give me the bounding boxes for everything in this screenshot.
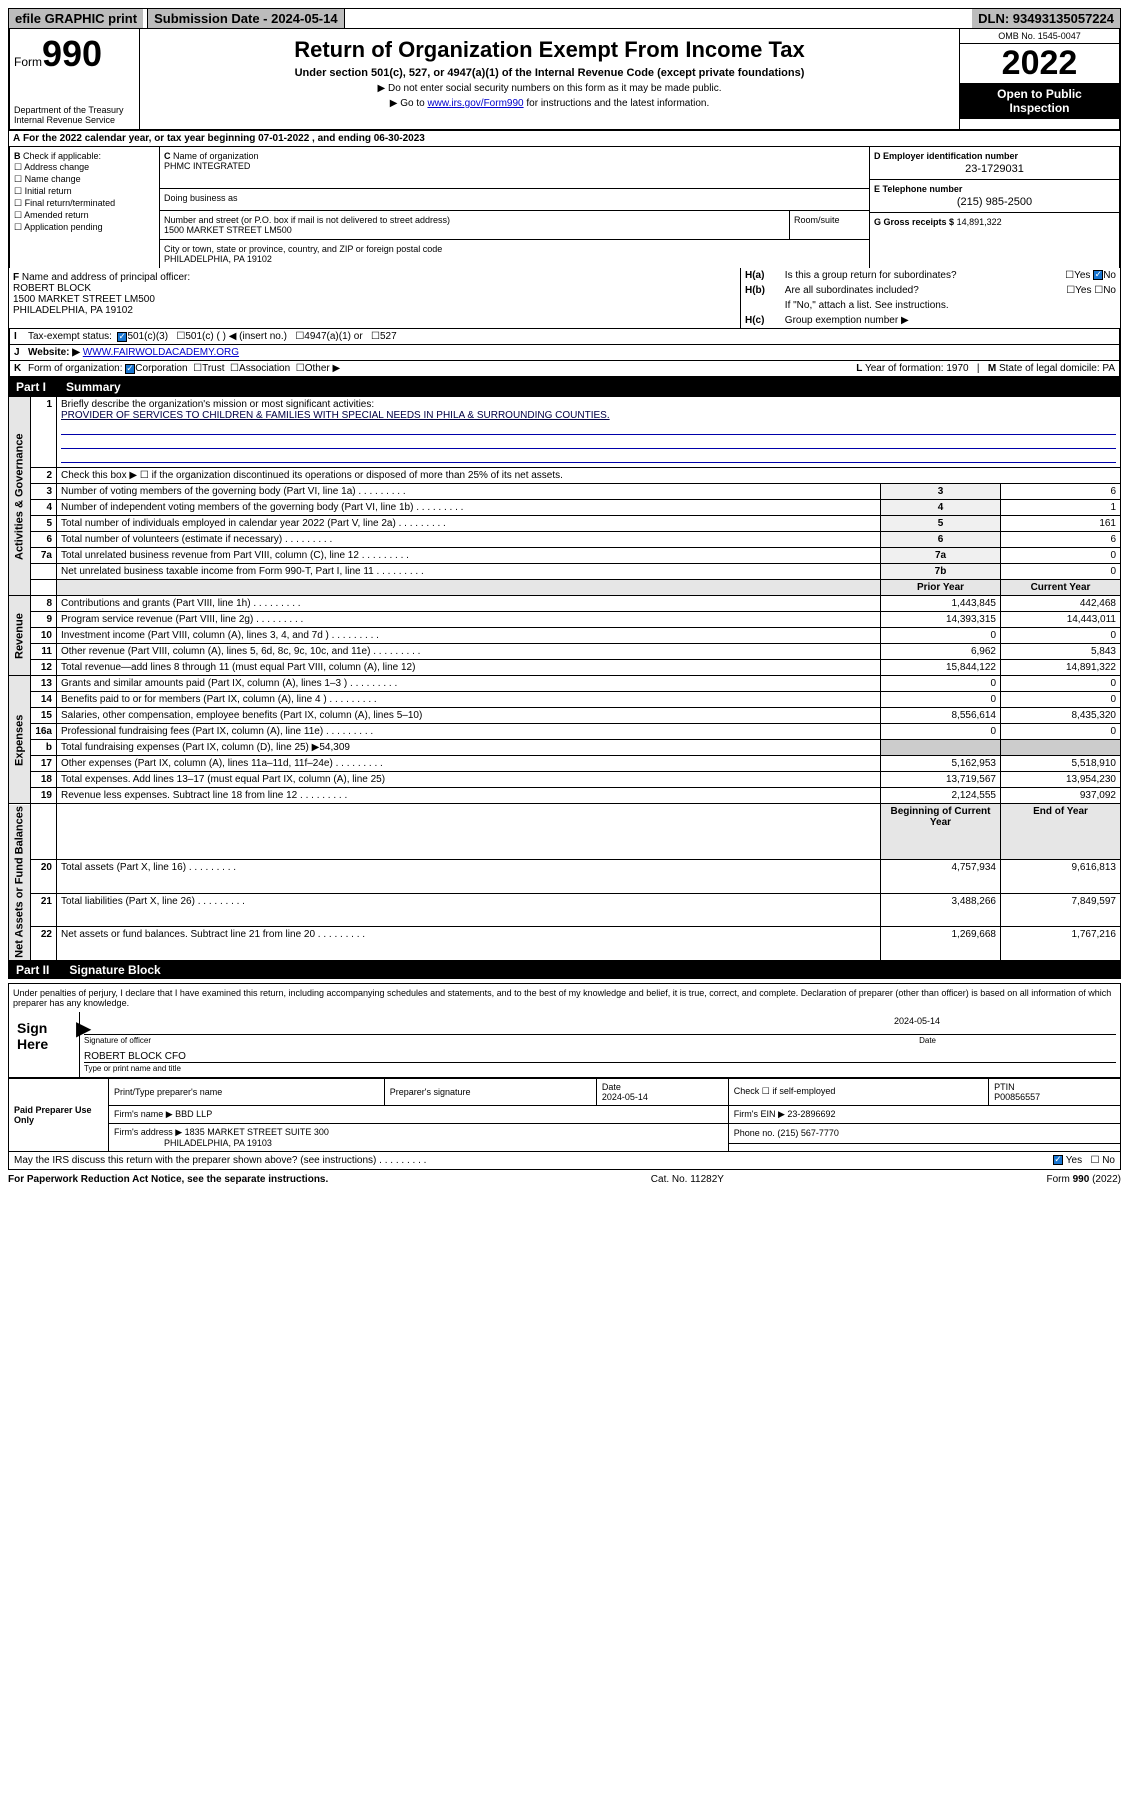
header-right: OMB No. 1545-0047 2022 Open to Public In… bbox=[959, 29, 1119, 129]
v4: 1 bbox=[1001, 500, 1121, 516]
box-f: F Name and address of principal officer:… bbox=[9, 268, 740, 328]
side-expenses: Expenses bbox=[9, 676, 31, 804]
footer: For Paperwork Reduction Act Notice, see … bbox=[8, 1174, 1121, 1185]
box-c: C Name of organization PHMC INTEGRATED D… bbox=[160, 147, 869, 268]
irs-link[interactable]: www.irs.gov/Form990 bbox=[427, 98, 523, 109]
line-a: A For the 2022 calendar year, or tax yea… bbox=[8, 131, 1121, 147]
note-ssn: ▶ Do not enter social security numbers o… bbox=[146, 83, 953, 94]
line-klm: K Form of organization: Corporation ☐ Tr… bbox=[8, 361, 1121, 378]
ein-value: 23-1729031 bbox=[874, 163, 1115, 175]
fgh-block: F Name and address of principal officer:… bbox=[8, 268, 1121, 329]
gross-receipts: 14,891,322 bbox=[957, 217, 1002, 227]
box-b: B Check if applicable: ☐ Address change … bbox=[10, 147, 160, 268]
side-revenue: Revenue bbox=[9, 596, 31, 676]
sign-here-label: Sign Here bbox=[9, 1012, 79, 1077]
box-d-e-g: D Employer identification number 23-1729… bbox=[869, 147, 1119, 268]
v7a: 0 bbox=[1001, 548, 1121, 564]
efile-label[interactable]: efile GRAPHIC print bbox=[9, 9, 143, 28]
chk-name[interactable]: ☐ Name change bbox=[14, 174, 155, 185]
box-h: H(a)Is this a group return for subordina… bbox=[740, 268, 1120, 328]
firm-name: BBD LLP bbox=[175, 1109, 212, 1119]
tax-year: 2022 bbox=[960, 44, 1119, 83]
form-header: Form990 Department of the Treasury Inter… bbox=[8, 29, 1121, 131]
cat-no: Cat. No. 11282Y bbox=[651, 1174, 724, 1185]
form-subtitle: Under section 501(c), 527, or 4947(a)(1)… bbox=[146, 67, 953, 79]
omb-number: OMB No. 1545-0047 bbox=[960, 29, 1119, 44]
form-word: Form bbox=[14, 55, 42, 69]
firm-ein: 23-2896692 bbox=[787, 1109, 835, 1119]
ptin: P00856557 bbox=[994, 1092, 1040, 1102]
declaration-text: Under penalties of perjury, I declare th… bbox=[9, 984, 1120, 1012]
header-left: Form990 Department of the Treasury Inter… bbox=[10, 29, 140, 129]
chk-initial[interactable]: ☐ Initial return bbox=[14, 186, 155, 197]
paid-preparer-label: Paid Preparer Use Only bbox=[9, 1078, 109, 1151]
chk-address[interactable]: ☐ Address change bbox=[14, 162, 155, 173]
officer-name-title: ROBERT BLOCK CFO bbox=[84, 1051, 1116, 1062]
form-footer: Form 990 (2022) bbox=[1047, 1174, 1121, 1185]
chk-amended[interactable]: ☐ Amended return bbox=[14, 210, 155, 221]
irs-label: Internal Revenue Service bbox=[14, 115, 135, 125]
header-mid: Return of Organization Exempt From Incom… bbox=[140, 29, 959, 129]
v3: 6 bbox=[1001, 484, 1121, 500]
part-1-header: Part ISummary bbox=[8, 378, 1121, 396]
mission-text: PROVIDER OF SERVICES TO CHILDREN & FAMIL… bbox=[61, 410, 610, 421]
room-suite: Room/suite bbox=[789, 211, 869, 240]
v6: 6 bbox=[1001, 532, 1121, 548]
side-net-assets: Net Assets or Fund Balances bbox=[9, 804, 31, 961]
submission-date: Submission Date - 2024-05-14 bbox=[147, 9, 345, 28]
corp-checkbox[interactable] bbox=[125, 364, 135, 374]
chk-final[interactable]: ☐ Final return/terminated bbox=[14, 198, 155, 209]
state-domicile: PA bbox=[1102, 363, 1115, 374]
open-public: Open to Public Inspection bbox=[960, 83, 1119, 119]
side-governance: Activities & Governance bbox=[9, 397, 31, 596]
dept-treasury: Department of the Treasury bbox=[14, 105, 135, 115]
signature-block: Under penalties of perjury, I declare th… bbox=[8, 983, 1121, 1078]
officer-name: ROBERT BLOCK bbox=[13, 283, 91, 294]
line-i: I Tax-exempt status: 501(c)(3) ☐ 501(c) … bbox=[8, 329, 1121, 345]
discuss-row: May the IRS discuss this return with the… bbox=[8, 1152, 1121, 1170]
line-j: J Website: ▶ WWW.FAIRWOLDACADEMY.ORG bbox=[8, 345, 1121, 361]
501c3-checkbox[interactable] bbox=[117, 332, 127, 342]
pra-notice: For Paperwork Reduction Act Notice, see … bbox=[8, 1174, 328, 1185]
website-link[interactable]: WWW.FAIRWOLDACADEMY.ORG bbox=[83, 347, 239, 358]
chk-pending[interactable]: ☐ Application pending bbox=[14, 222, 155, 233]
phone-value: (215) 985-2500 bbox=[874, 196, 1115, 208]
v5: 161 bbox=[1001, 516, 1121, 532]
form-title: Return of Organization Exempt From Incom… bbox=[146, 37, 953, 63]
preparer-table: Paid Preparer Use Only Print/Type prepar… bbox=[8, 1078, 1121, 1152]
year-formation: 1970 bbox=[946, 363, 968, 374]
form-number: 990 bbox=[42, 33, 102, 74]
org-name: PHMC INTEGRATED bbox=[164, 161, 250, 171]
v7b: 0 bbox=[1001, 564, 1121, 580]
dln: DLN: 93493135057224 bbox=[972, 9, 1120, 28]
note-link: ▶ Go to www.irs.gov/Form990 for instruct… bbox=[146, 98, 953, 109]
sign-arrow-icon: ▶ bbox=[76, 1016, 91, 1041]
city-state-zip: PHILADELPHIA, PA 19102 bbox=[164, 254, 272, 264]
top-bar: efile GRAPHIC print Submission Date - 20… bbox=[8, 8, 1121, 29]
street-address: 1500 MARKET STREET LM500 bbox=[164, 225, 292, 235]
preparer-phone: (215) 567-7770 bbox=[777, 1128, 839, 1138]
entity-block: B Check if applicable: ☐ Address change … bbox=[8, 147, 1121, 268]
discuss-yes-checkbox[interactable] bbox=[1053, 1155, 1063, 1165]
part-2-header: Part IISignature Block bbox=[8, 961, 1121, 979]
summary-table: Activities & Governance 1 Briefly descri… bbox=[8, 396, 1121, 961]
ha-no-checkbox[interactable] bbox=[1093, 270, 1103, 280]
sig-date: 2024-05-14 bbox=[894, 1016, 940, 1026]
